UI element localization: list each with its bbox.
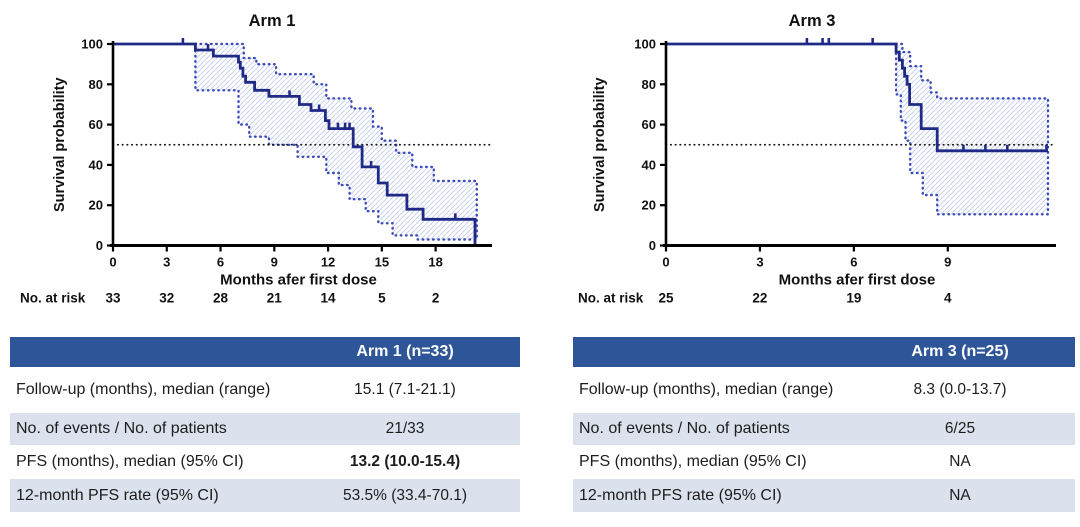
table-row: No. of events / No. of patients 6/25 — [573, 413, 1075, 445]
table-row-label: No. of events / No. of patients — [579, 420, 790, 437]
table-header-arm-cell: Arm 3 (n=25) — [911, 343, 1009, 360]
km-curve — [113, 42, 477, 246]
table-row-label: 12-month PFS rate (95% CI) — [579, 486, 782, 504]
table-row: PFS (months), median (95% CI) NA — [573, 445, 1075, 479]
table-row-label: PFS (months), median (95% CI) — [579, 453, 807, 470]
confidence-band — [194, 42, 478, 241]
y-tick-label: 20 — [642, 198, 656, 213]
y-tick-label: 80 — [89, 77, 103, 92]
chart-title: Arm 3 — [789, 12, 836, 30]
km-curve — [666, 42, 1048, 153]
table-row: Follow-up (months), median (range) 15.1 (… — [10, 367, 520, 413]
risk-count: 32 — [159, 291, 174, 306]
y-tick-label: 60 — [642, 117, 656, 132]
risk-count: 22 — [752, 291, 767, 306]
table-row: 12-month PFS rate (95% CI) NA — [573, 479, 1075, 512]
table-row-value: 15.1 (7.1-21.1) — [354, 381, 456, 398]
risk-count: 21 — [267, 291, 283, 306]
risk-count: 33 — [105, 291, 121, 306]
table-row-label: No. of events / No. of patients — [16, 420, 227, 437]
confidence-band — [894, 42, 1050, 216]
y-tick-label: 100 — [81, 37, 103, 52]
table-row-value: 13.2 (10.0-15.4) — [349, 453, 461, 470]
x-tick-label: 3 — [163, 255, 170, 270]
table-row-value: 6/25 — [944, 420, 976, 437]
table-header-row: Arm 3 (n=25) — [573, 337, 1075, 367]
risk-row-label: No. at risk — [20, 291, 86, 306]
y-axis-label: Survival probability — [592, 77, 608, 212]
table-row: Follow-up (months), median (range) 8.3 (0… — [573, 367, 1075, 413]
km-plot-arm3-panel: 0 20 40 60 80 100 0 3 6 9 Arm 3 Survival probabilit… — [540, 0, 1080, 330]
chart-title: Arm 1 — [249, 12, 296, 30]
table-row-value: NA — [949, 453, 971, 470]
km-plot-arm1-panel: 0 20 40 60 80 100 0 3 6 9 12 15 18 Arm 1 Survival prob… — [0, 0, 540, 330]
y-tick-label: 60 — [89, 117, 103, 132]
x-tick-label: 6 — [217, 255, 224, 270]
risk-count: 25 — [658, 291, 674, 306]
risk-count: 19 — [846, 291, 861, 306]
x-tick-label: 0 — [662, 255, 669, 270]
x-tick-label: 12 — [321, 255, 335, 270]
table-header-arm-cell: Arm 1 (n=33) — [356, 343, 454, 360]
x-tick-label: 15 — [375, 255, 389, 270]
y-tick-label: 40 — [89, 157, 103, 172]
table-row: PFS (months), median (95% CI) 13.2 (10.0-… — [10, 445, 520, 479]
risk-count: 2 — [432, 291, 440, 306]
risk-count: 4 — [944, 291, 952, 306]
table-row-value: 8.3 (0.0-13.7) — [913, 381, 1007, 398]
x-tick-label: 9 — [271, 255, 278, 270]
y-tick-label: 0 — [96, 238, 103, 253]
risk-count: 14 — [321, 291, 337, 306]
x-tick-label: 18 — [428, 255, 442, 270]
x-tick-label: 9 — [944, 255, 951, 270]
table-row-label: 12-month PFS rate (95% CI) — [16, 486, 219, 504]
x-axis-label: Months afer first dose — [220, 272, 377, 289]
y-axis-label: Survival probability — [52, 77, 68, 212]
y-tick-label: 100 — [634, 37, 656, 52]
risk-count: 28 — [213, 291, 229, 306]
risk-row-label: No. at risk — [578, 291, 644, 306]
table-row: No. of events / No. of patients 21/33 — [10, 413, 520, 445]
table-row-label: PFS (months), median (95% CI) — [16, 453, 244, 470]
table-header-row: Arm 1 (n=33) — [10, 337, 520, 367]
table-row-value: NA — [949, 486, 971, 504]
table-row-value: 53.5% (33.4-70.1) — [342, 486, 468, 504]
x-tick-label: 0 — [109, 255, 116, 270]
y-tick-label: 0 — [649, 238, 656, 253]
table-row-label: Follow-up (months), median (range) — [16, 381, 271, 398]
summary-table-arm1: Arm 1 (n=33) Follow-up (months), median (… — [10, 337, 520, 512]
x-tick-label: 6 — [850, 255, 857, 270]
table-row-label: Follow-up (months), median (range) — [579, 381, 834, 398]
y-tick-label: 40 — [642, 157, 656, 172]
km-plot-arm3: 0 20 40 60 80 100 0 3 6 9 Arm 3 Survival probabilit… — [578, 12, 1057, 306]
y-tick-label: 80 — [642, 77, 656, 92]
y-tick-label: 20 — [89, 198, 103, 213]
x-axis-label: Months afer first dose — [779, 272, 936, 289]
km-plot-arm1: 0 20 40 60 80 100 0 3 6 9 12 15 18 Arm 1 Survival prob… — [20, 12, 493, 306]
table-row-value: 21/33 — [385, 420, 425, 437]
x-tick-label: 3 — [756, 255, 763, 270]
risk-count: 5 — [378, 291, 386, 306]
table-row: 12-month PFS rate (95% CI) 53.5% (33.4-70… — [10, 479, 520, 512]
summary-table-arm3: Arm 3 (n=25) Follow-up (months), median (… — [573, 337, 1075, 512]
